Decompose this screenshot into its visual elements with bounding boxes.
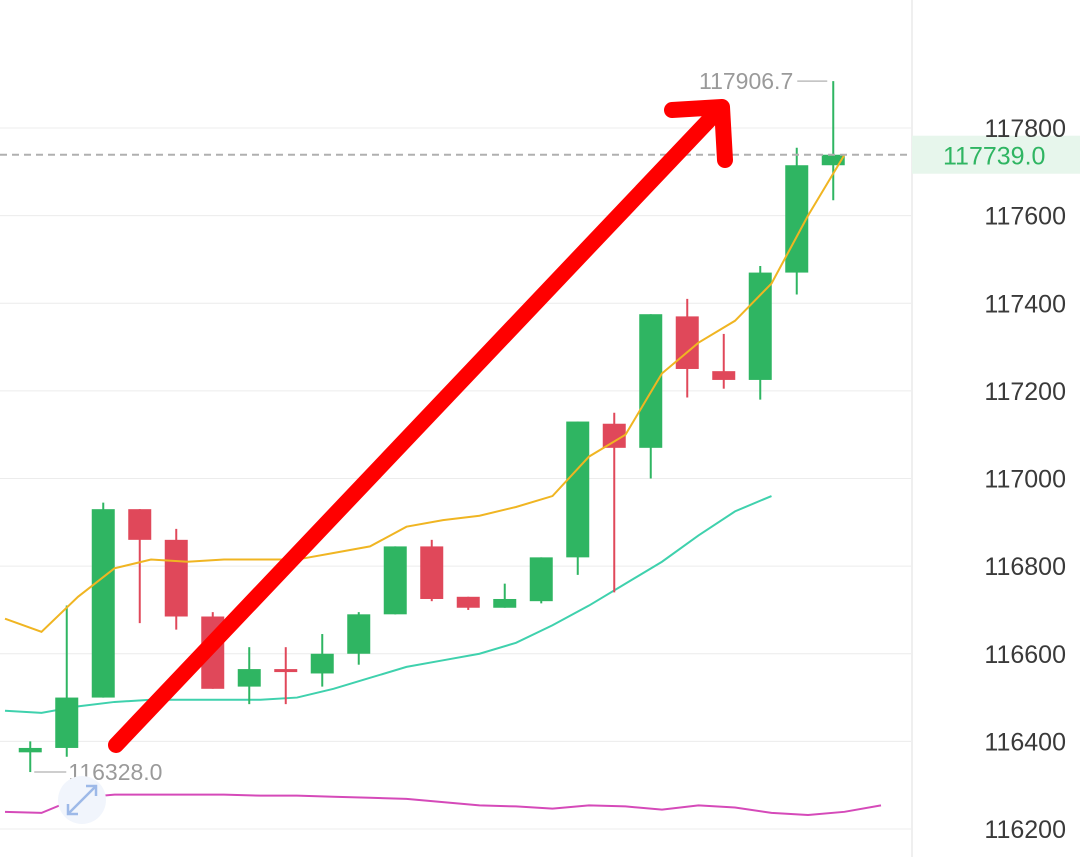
current-price-label: 117739.0 <box>943 143 1045 171</box>
candle <box>91 502 115 698</box>
ma-short-path <box>4 154 846 633</box>
candle-body <box>712 371 736 380</box>
candle <box>164 528 188 630</box>
candle-body <box>748 272 772 380</box>
candle-body <box>675 316 699 369</box>
y-tick-label: 116600 <box>984 641 1066 669</box>
candle-body <box>383 546 407 615</box>
candlestick-series <box>18 81 845 773</box>
trend-arrow-annotation <box>108 99 733 753</box>
candle <box>347 612 371 665</box>
candle-body <box>55 697 79 748</box>
candle-body <box>128 509 152 540</box>
expand-arrows-icon[interactable] <box>58 776 106 824</box>
candle-body <box>18 747 42 753</box>
expand-icon-stroke <box>67 785 97 815</box>
candle-body <box>164 539 188 617</box>
candle <box>748 266 772 400</box>
candle-body <box>821 154 845 166</box>
candle-body <box>529 557 553 602</box>
candle <box>639 314 663 479</box>
candle-body <box>456 596 480 608</box>
candle-body <box>493 598 517 608</box>
expand-icon-head-down <box>66 804 78 816</box>
y-tick-label: 116800 <box>984 553 1066 581</box>
candle-body <box>310 653 334 674</box>
candle <box>420 539 444 602</box>
candle-body <box>639 314 663 448</box>
y-tick-label: 116200 <box>984 816 1066 844</box>
grid-lines <box>0 127 912 830</box>
candle <box>310 634 334 687</box>
y-tick-label: 117200 <box>984 378 1066 406</box>
candle <box>18 741 42 773</box>
current-price-line: 117739.0 <box>0 135 1080 174</box>
candle <box>493 583 517 608</box>
high-label: 117906.7 <box>699 68 793 94</box>
candle <box>529 557 553 604</box>
price-axis: 117800 117600 117400 117200 117000 116800 1166… <box>984 115 1066 844</box>
indicator-path <box>4 793 882 817</box>
candle-body <box>274 669 298 673</box>
candle <box>237 647 261 705</box>
y-tick-label: 117000 <box>984 466 1066 494</box>
y-tick-label: 117400 <box>984 290 1066 318</box>
arrow-head <box>664 99 733 168</box>
y-tick-label: 117600 <box>984 203 1066 231</box>
candle <box>712 333 736 389</box>
ma-short-line <box>4 154 846 633</box>
candle <box>55 605 79 757</box>
candle <box>602 412 626 593</box>
candle-body <box>91 509 115 698</box>
candle <box>675 298 699 398</box>
y-tick-label: 117800 <box>984 115 1066 143</box>
candle <box>821 81 845 201</box>
candle-body <box>420 546 444 599</box>
ma-long-line <box>4 495 772 714</box>
candle <box>383 546 407 615</box>
candle <box>566 421 590 575</box>
candle <box>274 647 298 705</box>
current-price-badge <box>912 135 1080 174</box>
y-tick-label: 116400 <box>984 728 1066 756</box>
ma-long-path <box>4 495 772 714</box>
candle-body <box>347 614 371 654</box>
candle-body <box>566 421 590 558</box>
expand-icon-head-up <box>86 784 98 796</box>
candle-body <box>785 165 809 273</box>
candle <box>128 509 152 624</box>
candle-body <box>602 423 626 448</box>
arrow-shaft <box>108 109 720 753</box>
candle <box>456 596 480 610</box>
candle-body <box>237 669 261 687</box>
indicator-line <box>4 793 882 817</box>
